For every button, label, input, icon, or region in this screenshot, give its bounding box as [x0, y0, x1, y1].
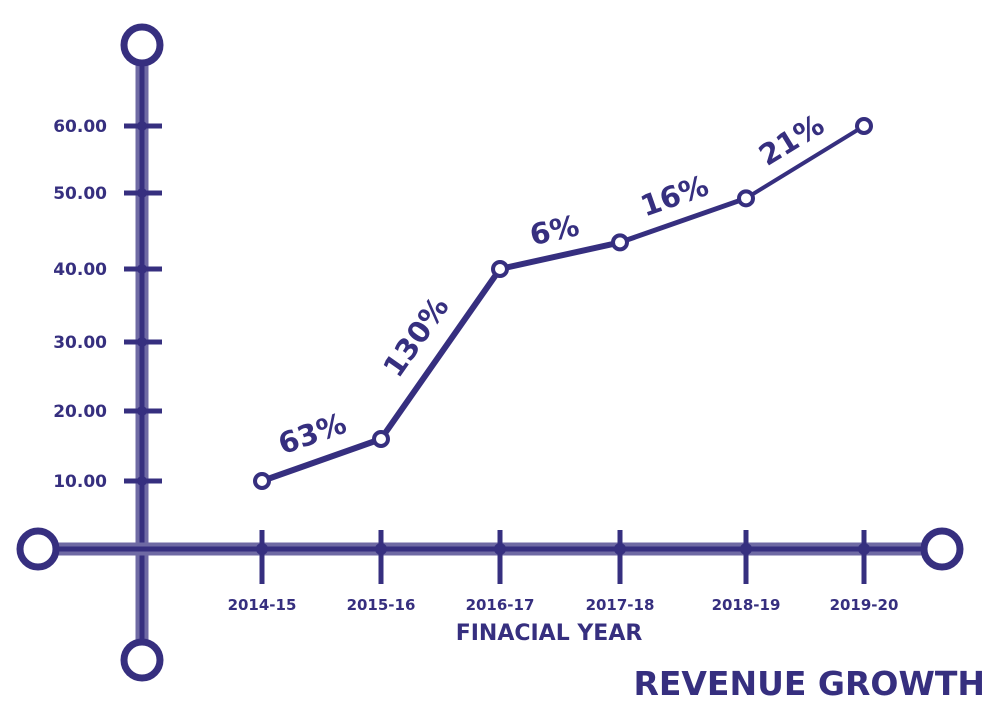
- series-segment: [378, 266, 503, 442]
- data-point: [372, 430, 390, 448]
- y-tick-dot: [137, 476, 147, 486]
- y-axis-top-cap: [120, 23, 164, 67]
- x-tick-label: 2017-18: [586, 596, 655, 614]
- x-tick-dot: [256, 543, 268, 555]
- growth-label: 6%: [527, 208, 582, 252]
- y-tick-label: 60.00: [53, 117, 107, 137]
- data-point: [611, 233, 629, 252]
- y-tick-dot: [137, 337, 147, 347]
- y-tick-dot: [137, 188, 147, 198]
- data-point: [737, 189, 755, 208]
- x-tick-label: 2019-20: [830, 596, 899, 614]
- x-tick-dot: [740, 543, 752, 555]
- y-tick-label: 10.00: [53, 472, 107, 492]
- y-tick-label: 50.00: [53, 184, 107, 204]
- series-line-group: [253, 117, 873, 490]
- series-segment: [259, 436, 384, 484]
- y-axis-ticks: 10.00 20.00 30.00 40.00 50.00 60.00: [53, 117, 162, 492]
- x-tick-label: 2016-17: [466, 596, 535, 614]
- x-tick-label: 2014-15: [228, 596, 297, 614]
- y-tick-dot: [137, 121, 147, 131]
- chart-title: REVENUE GROWTH: [633, 664, 985, 703]
- y-tick-dot: [137, 406, 147, 416]
- data-point: [855, 117, 873, 135]
- y-tick-label: 20.00: [53, 402, 107, 422]
- x-tick-dot: [858, 543, 870, 555]
- x-tick-dot: [375, 543, 387, 555]
- y-tick-label: 40.00: [53, 260, 107, 280]
- x-axis-ticks: 2014-15 2015-16 2016-17 2017-18 2018-19 2019-…: [228, 530, 899, 614]
- growth-label: 130%: [376, 290, 455, 383]
- y-tick-label: 30.00: [53, 333, 107, 353]
- series-segment: [617, 195, 749, 245]
- x-axis-left-cap: [16, 527, 60, 571]
- y-axis-bottom-cap: [120, 638, 164, 682]
- x-tick-label: 2018-19: [712, 596, 781, 614]
- x-axis-right-cap: [920, 527, 964, 571]
- data-point: [491, 260, 509, 278]
- growth-labels: 63%130%6%16%21%: [274, 107, 830, 461]
- x-tick-label: 2015-16: [347, 596, 416, 614]
- x-tick-dot: [494, 543, 506, 555]
- y-tick-dot: [137, 264, 147, 274]
- x-tick-dot: [614, 543, 626, 555]
- series-segment: [497, 239, 623, 272]
- growth-label: 21%: [753, 107, 830, 172]
- x-axis-title: FINACIAL YEAR: [456, 621, 643, 646]
- axes: [16, 23, 964, 682]
- series-segment: [744, 124, 866, 201]
- data-point: [253, 472, 271, 490]
